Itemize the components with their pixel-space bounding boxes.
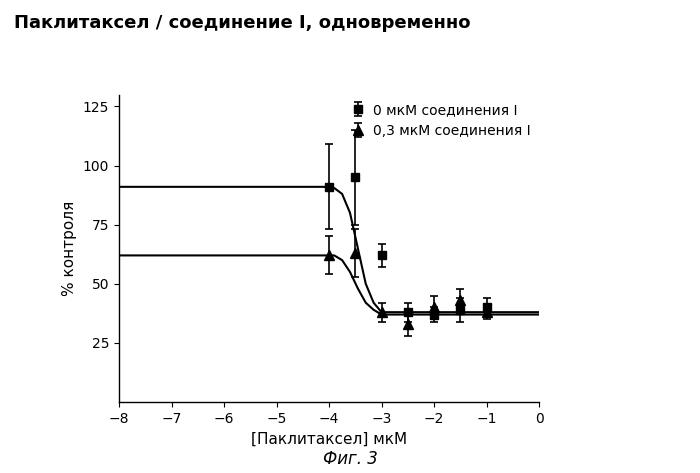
Text: Паклитаксел / соединение I, одновременно: Паклитаксел / соединение I, одновременно — [14, 14, 470, 32]
Text: Фиг. 3: Фиг. 3 — [323, 450, 377, 468]
X-axis label: [Паклитаксел] мкМ: [Паклитаксел] мкМ — [251, 431, 407, 447]
Y-axis label: % контроля: % контроля — [62, 201, 77, 296]
Legend: 0 мкМ соединения I, 0,3 мкМ соединения I: 0 мкМ соединения I, 0,3 мкМ соединения I — [345, 97, 536, 143]
